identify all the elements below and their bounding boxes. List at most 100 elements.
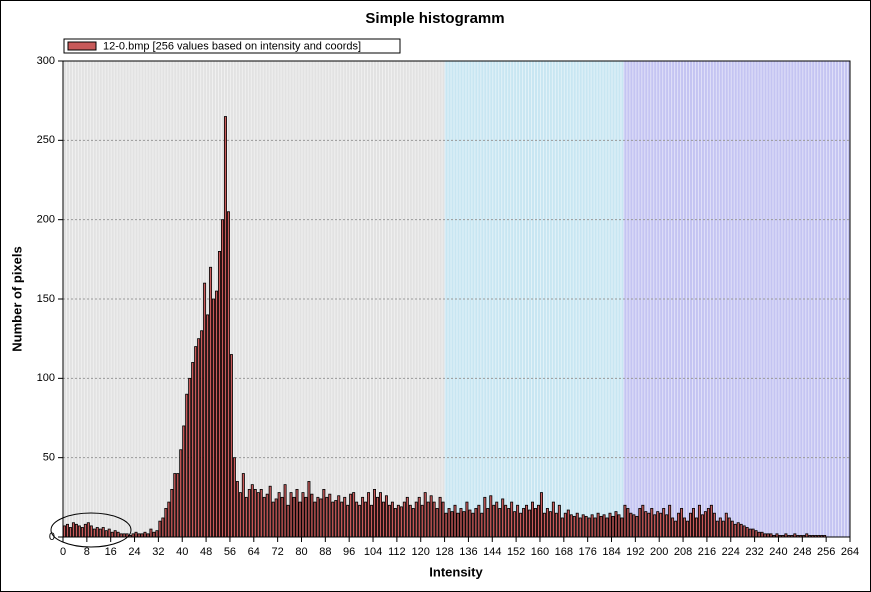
bar (179, 449, 183, 538)
bar (516, 504, 520, 538)
bar (134, 531, 138, 538)
bar (343, 496, 347, 538)
bar (367, 492, 371, 538)
x-tick-label: 184 (602, 546, 620, 558)
bar (578, 517, 582, 538)
bar (432, 501, 436, 538)
bar (280, 496, 284, 538)
bar (68, 527, 72, 538)
bar (563, 512, 567, 538)
bar (316, 496, 320, 538)
bar (80, 527, 84, 538)
bar (614, 511, 618, 538)
bar (396, 504, 400, 538)
bar (143, 531, 147, 538)
bar (572, 515, 576, 538)
bar (689, 512, 693, 538)
x-tick-label: 88 (319, 546, 331, 558)
bar (590, 514, 594, 538)
bar (671, 517, 675, 538)
y-tick-label: 250 (37, 134, 55, 146)
bar (268, 485, 272, 538)
x-tick-label: 72 (272, 546, 284, 558)
bar (647, 512, 651, 538)
bar (158, 520, 162, 538)
bar (274, 498, 278, 538)
bar (677, 512, 681, 538)
bar (95, 527, 99, 538)
bar (253, 488, 257, 538)
bar (340, 501, 344, 538)
x-tick-label: 112 (388, 546, 406, 558)
bar (456, 512, 460, 538)
bar (557, 504, 561, 538)
bar (337, 495, 341, 538)
bar (170, 488, 174, 538)
bar (510, 501, 514, 538)
bar (709, 504, 713, 538)
bar (65, 523, 69, 538)
bar (423, 492, 427, 538)
bar (215, 290, 219, 538)
bar (602, 514, 606, 538)
bar (608, 512, 612, 538)
bar (301, 492, 305, 538)
bar (554, 512, 558, 538)
bar (152, 531, 156, 538)
x-tick-label: 224 (722, 546, 740, 558)
bar (420, 504, 424, 538)
bar (218, 250, 221, 538)
bar (98, 528, 102, 538)
bar (405, 496, 409, 538)
bar (250, 484, 254, 538)
bar (110, 531, 114, 538)
bar (727, 517, 731, 538)
bar (694, 517, 698, 538)
bar (104, 530, 108, 538)
bar (468, 509, 472, 538)
bar (191, 362, 195, 538)
bar (370, 504, 374, 538)
x-tick-label: 232 (745, 546, 763, 558)
bar (402, 501, 406, 538)
bar (256, 492, 260, 538)
bar (593, 517, 597, 538)
bar (283, 484, 287, 538)
y-tick-label: 200 (37, 214, 55, 226)
legend-swatch (67, 41, 97, 51)
bar (116, 531, 120, 538)
x-tick-label: 160 (531, 546, 549, 558)
bar (411, 508, 415, 538)
bar (545, 508, 549, 538)
x-tick-label: 64 (248, 546, 260, 558)
bar (295, 488, 299, 538)
bar (358, 504, 362, 538)
bar (149, 528, 153, 538)
x-tick-label: 120 (412, 546, 430, 558)
bar (393, 508, 397, 538)
x-tick-label: 176 (578, 546, 596, 558)
bar (522, 508, 526, 538)
x-tick-label: 96 (343, 546, 355, 558)
bar (680, 508, 684, 538)
bar (692, 508, 695, 538)
bar (322, 488, 326, 538)
bar (498, 508, 502, 538)
bar (665, 514, 669, 538)
bar (408, 504, 412, 538)
bar (331, 501, 335, 538)
bar (262, 496, 266, 538)
bar (161, 517, 165, 538)
bar (209, 266, 213, 538)
bar (182, 425, 186, 538)
x-tick-label: 264 (841, 546, 859, 558)
bar (471, 512, 475, 538)
bar (641, 504, 645, 538)
bar (650, 508, 654, 538)
bar (656, 511, 660, 538)
bar (587, 517, 591, 538)
bar (486, 508, 490, 538)
bar (596, 512, 600, 538)
bar (206, 314, 210, 538)
